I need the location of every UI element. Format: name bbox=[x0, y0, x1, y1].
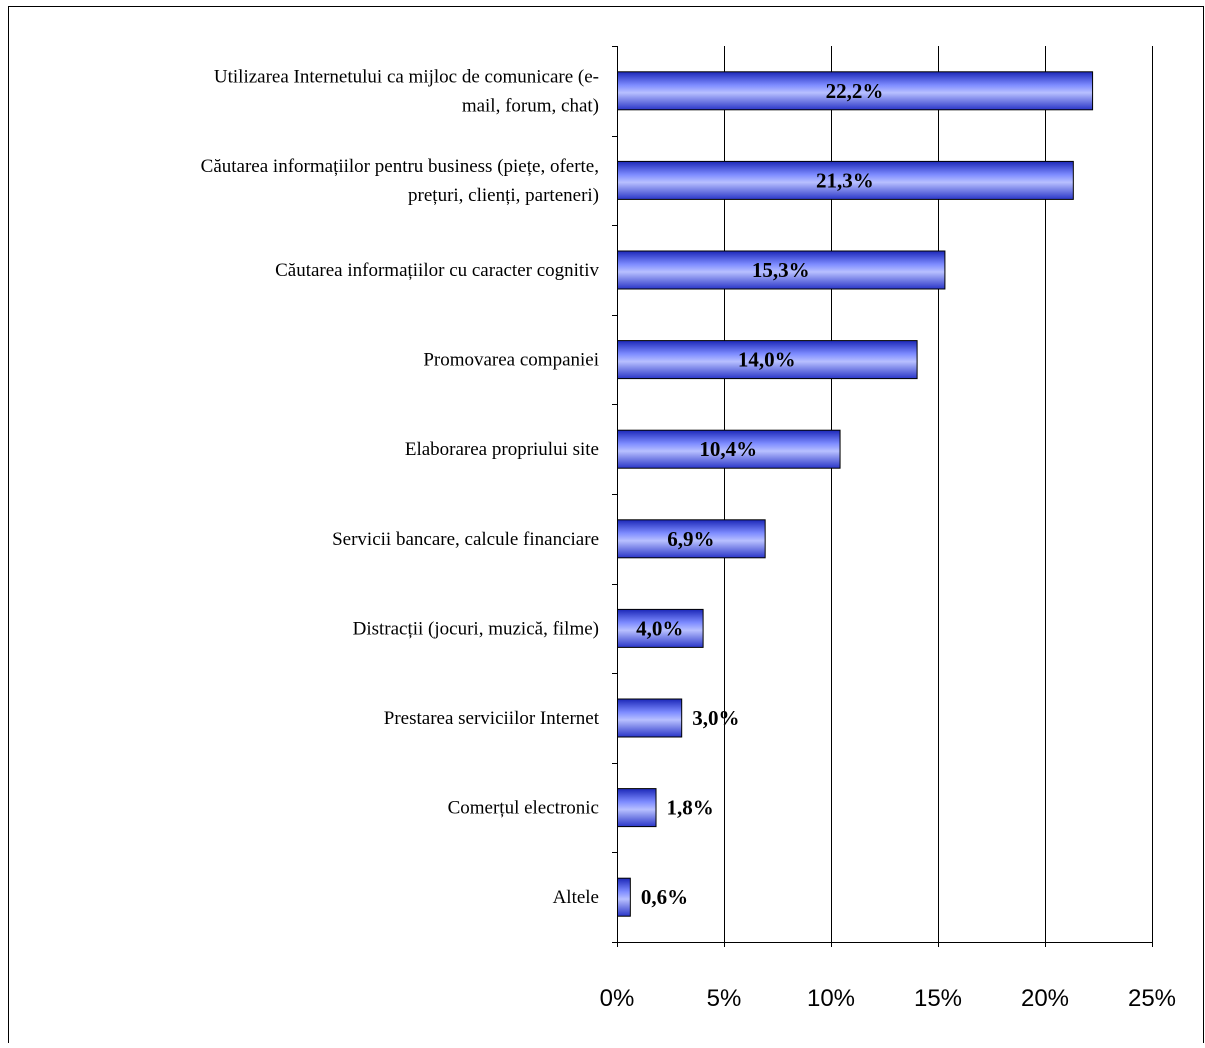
value-label: 15,3% bbox=[752, 258, 810, 282]
category-label: Elaborarea propriului site bbox=[405, 439, 599, 460]
category-label: Prestarea serviciilor Internet bbox=[384, 708, 600, 729]
value-label: 10,4% bbox=[699, 437, 757, 461]
category-label: Distracții (jocuri, muzică, filme) bbox=[353, 618, 599, 639]
x-tick-label: 10% bbox=[807, 985, 855, 1012]
category-label: Altele bbox=[553, 887, 599, 908]
value-label: 0,6% bbox=[641, 885, 688, 909]
category-label: Utilizarea Internetului ca mijloc de com… bbox=[214, 66, 599, 87]
value-label: 4,0% bbox=[636, 616, 683, 640]
bar bbox=[617, 429, 841, 469]
value-label: 14,0% bbox=[738, 348, 796, 372]
bar bbox=[617, 788, 657, 828]
category-label: Servicii bancare, calcule financiare bbox=[332, 529, 599, 550]
bar bbox=[617, 519, 766, 559]
category-label: mail, forum, chat) bbox=[462, 95, 599, 116]
bar bbox=[617, 160, 1074, 200]
x-tick-label: 20% bbox=[1021, 985, 1069, 1012]
value-label: 22,2% bbox=[826, 79, 884, 103]
category-label: Comerțul electronic bbox=[448, 798, 599, 819]
bar bbox=[617, 340, 918, 380]
category-label: Căutarea informațiilor cu caracter cogni… bbox=[275, 260, 599, 281]
bar bbox=[617, 877, 631, 917]
value-label: 21,3% bbox=[816, 168, 874, 192]
bar bbox=[617, 608, 704, 648]
x-tick-label: 5% bbox=[707, 985, 742, 1012]
bar bbox=[617, 698, 683, 738]
bar bbox=[617, 250, 946, 290]
x-tick-label: 0% bbox=[600, 985, 635, 1012]
category-label: Promovarea companiei bbox=[423, 350, 599, 371]
x-tick-label: 15% bbox=[914, 985, 962, 1012]
value-label: 3,0% bbox=[692, 706, 739, 730]
x-tick-label: 25% bbox=[1128, 985, 1176, 1012]
value-label: 1,8% bbox=[667, 796, 714, 820]
category-label: prețuri, clienți, parteneri) bbox=[408, 185, 599, 206]
category-label: Căutarea informațiilor pentru business (… bbox=[201, 156, 599, 177]
value-label: 6,9% bbox=[667, 527, 714, 551]
